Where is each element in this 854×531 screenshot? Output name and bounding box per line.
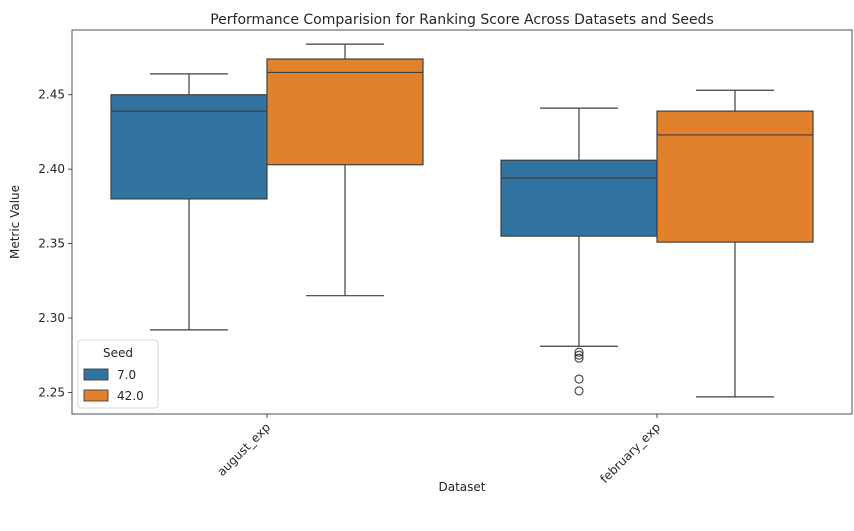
legend-swatch [83,389,109,402]
outlier-point [574,347,584,357]
y-tick-label: 2.35 [38,237,65,251]
y-tick-label: 2.25 [38,385,65,399]
y-axis-label: Metric Value [8,185,22,259]
x-axis-label: Dataset [439,480,486,494]
legend-label: 42.0 [117,389,144,403]
legend-swatch [83,368,109,381]
x-tick-label: february_exp [597,420,663,486]
y-axis: 2.25 2.30 2.35 2.40 2.45 [38,88,72,399]
plot-frame [71,29,853,415]
box-series-group [110,43,814,398]
outlier-point [574,350,584,360]
outlier-point [574,353,584,363]
chart-title: Performance Comparision for Ranking Scor… [210,12,714,28]
box [266,58,424,166]
y-tick-label: 2.45 [38,88,65,102]
box [500,159,658,237]
y-tick-label: 2.30 [38,311,65,325]
x-tick-label: august_exp [214,420,273,479]
outlier-point [574,374,584,384]
outlier-point [574,386,584,396]
legend-title: Seed [103,346,133,360]
legend: Seed 7.0 42.0 [77,339,159,409]
x-axis: august_exp february_exp [214,414,663,486]
box [110,94,268,200]
y-tick-label: 2.40 [38,162,65,176]
legend-label: 7.0 [117,368,136,382]
box [656,110,814,243]
